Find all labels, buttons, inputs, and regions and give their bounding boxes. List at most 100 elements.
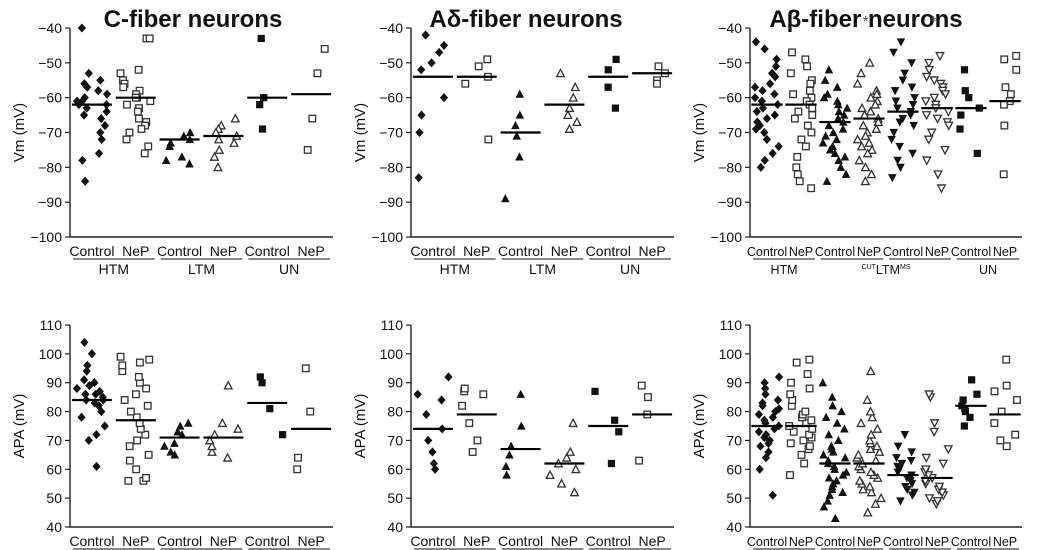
data-point bbox=[956, 125, 964, 133]
data-point bbox=[893, 104, 902, 113]
data-point bbox=[204, 435, 215, 445]
data-point bbox=[825, 490, 834, 499]
category-label: Control bbox=[69, 243, 114, 259]
data-point bbox=[829, 461, 839, 471]
data-point bbox=[803, 121, 812, 130]
y-tick-label: 70 bbox=[726, 432, 742, 448]
y-tick-label: 70 bbox=[387, 432, 403, 448]
y-tick-label: −60 bbox=[38, 90, 62, 106]
data-point bbox=[936, 184, 947, 194]
series-nep-htm bbox=[456, 384, 497, 456]
data-point bbox=[479, 390, 488, 399]
data-point bbox=[865, 92, 876, 102]
data-point bbox=[823, 89, 832, 98]
y-tick-label: −70 bbox=[718, 125, 742, 141]
data-point bbox=[910, 94, 919, 103]
data-point bbox=[921, 156, 932, 166]
data-point bbox=[515, 89, 525, 98]
data-point bbox=[460, 384, 469, 393]
data-point bbox=[465, 419, 474, 428]
data-point bbox=[832, 134, 841, 144]
data-point bbox=[818, 378, 828, 387]
data-point bbox=[837, 407, 846, 416]
y-tick-label: −40 bbox=[718, 20, 742, 36]
data-point bbox=[83, 360, 92, 370]
y-tick-label: −90 bbox=[38, 194, 62, 210]
data-point bbox=[924, 494, 935, 504]
data-point bbox=[92, 430, 101, 440]
data-point bbox=[890, 87, 900, 96]
data-point bbox=[213, 134, 224, 144]
data-point bbox=[90, 378, 99, 388]
y-tick-label: 110 bbox=[40, 317, 63, 333]
data-point bbox=[940, 145, 950, 156]
data-point bbox=[889, 48, 898, 57]
y-tick-label: −80 bbox=[379, 159, 403, 175]
data-point bbox=[473, 436, 482, 445]
data-point bbox=[921, 111, 932, 121]
data-point bbox=[825, 145, 835, 154]
data-point bbox=[803, 370, 812, 379]
data-point bbox=[515, 152, 524, 161]
data-point bbox=[81, 389, 90, 399]
data-point bbox=[144, 450, 153, 459]
category-label: Control bbox=[883, 245, 923, 259]
data-point bbox=[834, 155, 843, 164]
data-point bbox=[591, 387, 599, 395]
data-point bbox=[750, 93, 760, 103]
category-label: Control bbox=[245, 243, 290, 259]
data-point bbox=[968, 376, 976, 384]
data-point bbox=[900, 69, 909, 78]
data-point bbox=[555, 67, 566, 78]
series-nep-un bbox=[632, 381, 673, 465]
data-point bbox=[867, 412, 878, 422]
data-point bbox=[132, 465, 141, 474]
y-tick-label: −100 bbox=[710, 229, 742, 245]
data-point bbox=[865, 406, 876, 416]
data-point bbox=[900, 431, 910, 440]
y-tick-label: −80 bbox=[38, 159, 62, 175]
data-point bbox=[511, 120, 520, 130]
data-point bbox=[929, 419, 940, 429]
data-point bbox=[421, 30, 430, 40]
data-point bbox=[866, 429, 877, 439]
data-point bbox=[908, 149, 917, 158]
data-point bbox=[435, 47, 444, 57]
data-point bbox=[1013, 396, 1021, 404]
data-point bbox=[832, 82, 842, 91]
data-point bbox=[444, 372, 453, 382]
data-point bbox=[1002, 442, 1011, 451]
data-point bbox=[427, 58, 436, 68]
y-tick-label: −50 bbox=[718, 55, 742, 71]
data-point bbox=[760, 378, 769, 388]
data-point bbox=[133, 436, 142, 445]
data-point bbox=[160, 441, 169, 450]
data-point bbox=[125, 442, 134, 451]
y-tick-label: 50 bbox=[46, 490, 62, 506]
data-point bbox=[770, 110, 779, 120]
data-point bbox=[760, 127, 769, 138]
data-point bbox=[838, 124, 848, 133]
data-point bbox=[857, 102, 867, 113]
data-point bbox=[185, 159, 194, 168]
category-label: NeP bbox=[993, 535, 1017, 549]
series-nep-htm bbox=[785, 355, 817, 480]
data-point bbox=[125, 128, 134, 137]
y-axis-label: Vm (mV) bbox=[352, 103, 369, 162]
category-label: NeP bbox=[857, 245, 881, 259]
data-point bbox=[836, 162, 846, 171]
data-point bbox=[792, 358, 801, 367]
data-point bbox=[860, 130, 871, 140]
data-point bbox=[84, 68, 93, 78]
category-label: NeP bbox=[210, 533, 237, 549]
data-point bbox=[856, 417, 866, 428]
category-label: NeP bbox=[925, 535, 949, 549]
series-control-ltm bbox=[818, 378, 851, 522]
data-point bbox=[923, 58, 934, 69]
data-point bbox=[768, 148, 777, 158]
series-control-ltm bbox=[500, 89, 541, 203]
data-point bbox=[474, 62, 483, 71]
